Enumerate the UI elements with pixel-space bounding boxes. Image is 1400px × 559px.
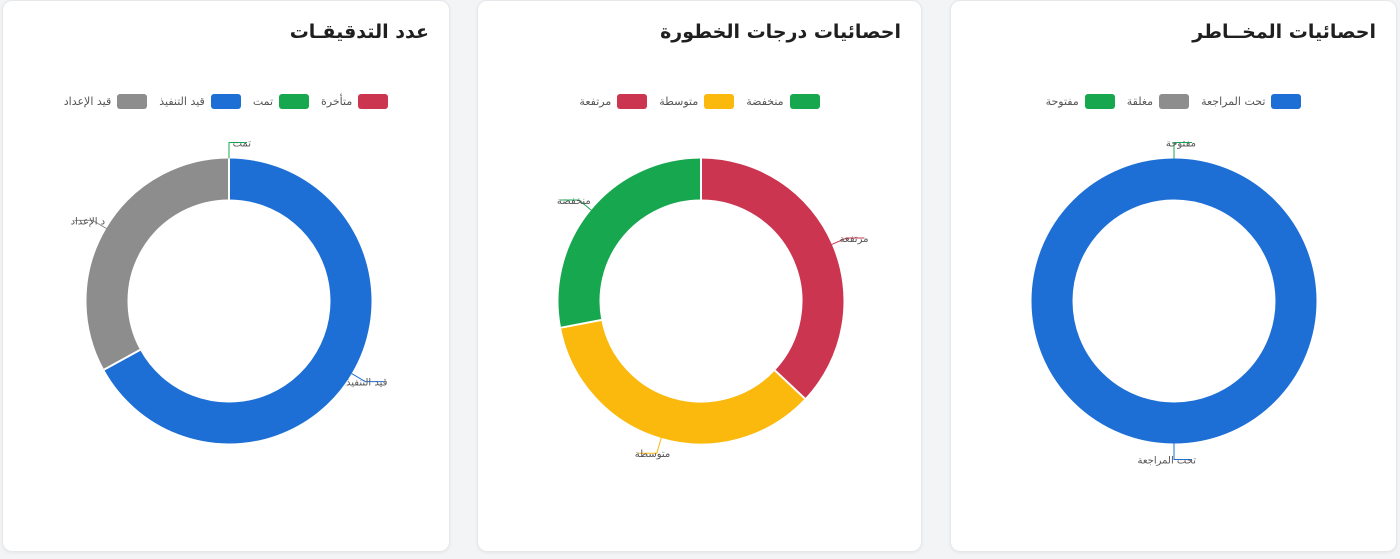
legend-label: متأخرة [321,95,353,108]
leader-line [560,199,592,211]
card-title: عدد التدقيقـات [289,21,429,43]
legend-swatch [279,94,310,109]
leader-line [1173,142,1192,159]
legend-item[interactable]: متوسطة [659,94,735,109]
slice-label: متوسطة [635,437,670,460]
leader-line [351,373,384,383]
legend-label: تحت المراجعة [1201,95,1266,108]
risks-stats-card: احصائيات المخــاطر تحت المراجعة مغلقة مف… [950,0,1397,552]
chart-legend: متأخرة تمت قيد التنفيذ قيد الإعداد [3,94,449,109]
legend-item[interactable]: تحت المراجعة [1201,94,1302,109]
slice-label-text: مفتوحة [1166,139,1196,150]
legend-label: منخفضة [746,95,784,108]
leader-line [74,219,107,229]
leader-line [638,437,662,454]
card-title: احصائيات المخــاطر [1192,21,1376,43]
doughnut-slice[interactable] [86,158,230,370]
slice-label: مرتفعة [831,234,869,245]
slice-label-text: مرتفعة [840,234,869,245]
audits-count-card: عدد التدقيقـات متأخرة تمت قيد التنفيذ قي… [2,0,450,552]
legend-item[interactable]: مغلقة [1126,94,1190,109]
doughnut-chart: مفتوحة تحت المراجعة [1031,139,1317,467]
legend-item[interactable]: منخفضة [746,94,820,109]
legend-swatch [789,94,820,109]
legend-item[interactable]: متأخرة [321,94,389,109]
legend-label: قيد الإعداد [63,95,112,108]
leader-line [1173,443,1192,460]
legend-item[interactable]: قيد الإعداد [63,94,148,109]
doughnut-slice[interactable] [558,158,702,328]
chart-legend: منخفضة متوسطة مرتفعة [478,94,921,109]
card-title: احصائيات درجات الخطورة [660,21,901,43]
doughnut-slice[interactable] [104,158,372,444]
legend-swatch [704,94,735,109]
legend-swatch [617,94,648,109]
legend-label: مرتفعة [579,95,612,108]
slice-separator [560,319,602,329]
leader-line [228,142,247,159]
doughnut-chart: مرتفعة متوسطة منخفضة [557,158,869,460]
legend-label: قيد التنفيذ [159,95,205,108]
legend-item[interactable]: مفتوحة [1046,94,1115,109]
slice-label: د الإعداد [71,216,107,229]
chart-legend: تحت المراجعة مغلقة مفتوحة [951,94,1396,109]
legend-swatch [1159,94,1190,109]
legend-label: تمت [252,95,274,108]
severity-stats-card: احصائيات درجات الخطورة منخفضة متوسطة مرت… [477,0,922,552]
slice-label-text: منخفضة [557,196,591,207]
slice-label: مفتوحة [1166,139,1196,159]
legend-item[interactable]: مرتفعة [579,94,648,109]
doughnut-slice[interactable] [700,158,844,399]
legend-swatch [210,94,241,109]
legend-label: مغلقة [1126,95,1154,108]
legend-swatch [1271,94,1302,109]
doughnut-slice[interactable] [561,319,805,444]
slice-label-text: د الإعداد [71,216,106,227]
slice-separator [103,349,141,371]
leader-line [831,237,865,245]
slice-label-text: متوسطة [635,449,670,460]
legend-label: متوسطة [659,95,699,108]
legend-label: مفتوحة [1045,95,1079,108]
legend-item[interactable]: قيد التنفيذ [159,94,241,109]
slice-label-text: تمت [233,139,252,150]
legend-swatch [358,94,389,109]
doughnut-chart: تمت د الإعداد قيد التنفيذ [71,139,388,444]
slice-label: تحت المراجعة [1137,443,1196,467]
slice-label: منخفضة [557,196,592,211]
slice-label: تمت [228,139,252,159]
legend-swatch [1084,94,1115,109]
slice-label-text: تحت المراجعة [1137,456,1196,467]
slice-label: قيد التنفيذ [346,373,388,389]
doughnut-slice[interactable] [1031,158,1317,444]
legend-swatch [117,94,148,109]
legend-item[interactable]: تمت [252,94,310,109]
slice-label-text: قيد التنفيذ [346,378,388,389]
slice-separator [774,369,806,400]
